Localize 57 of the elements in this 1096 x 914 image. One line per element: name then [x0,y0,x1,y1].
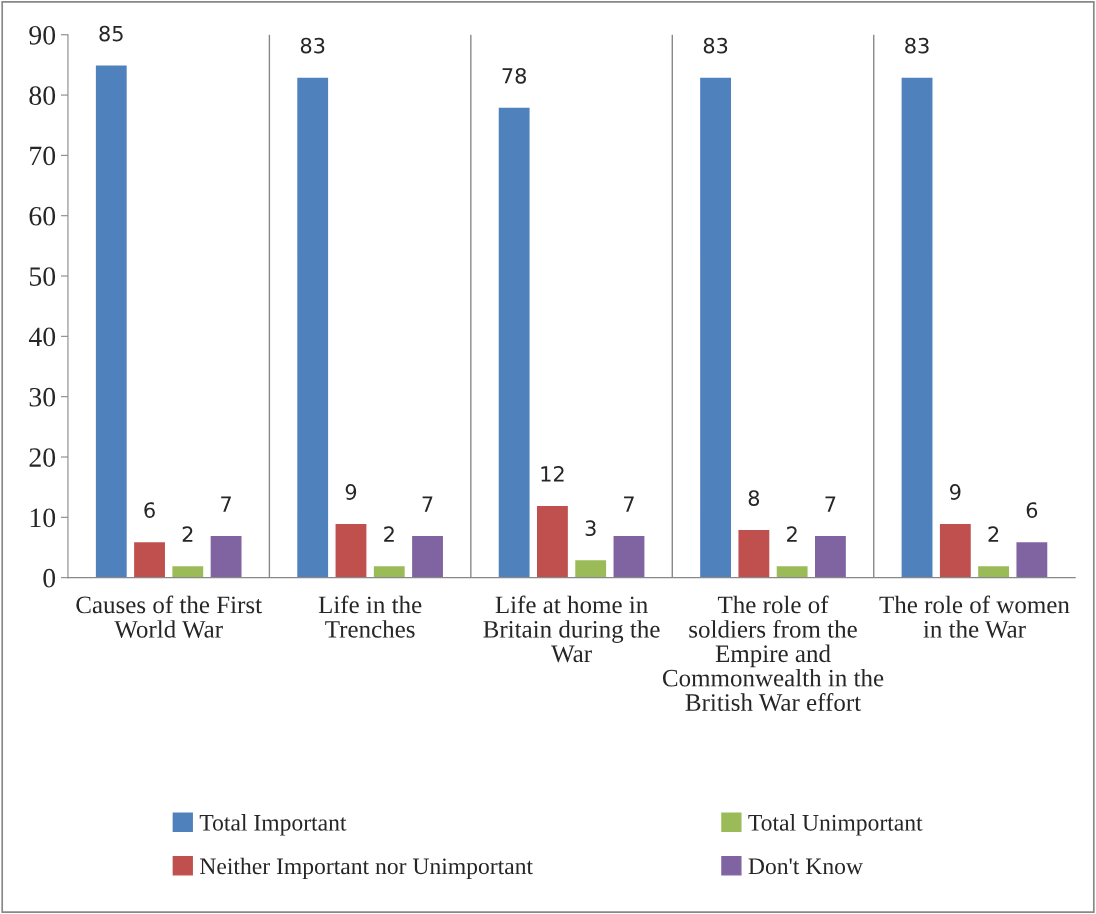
data-label: 6 [1026,502,1038,518]
bar [372,564,407,578]
bar [813,534,848,578]
bar [612,534,646,578]
bar [132,540,167,578]
bar [497,106,531,578]
data-label: 3 [585,520,596,537]
bar [1015,540,1049,578]
bar [976,564,1011,578]
y-tick-label: 10 [30,508,56,528]
data-label: 7 [221,496,231,512]
data-label: 2 [182,526,193,542]
legend-label: Neither Important nor Unimportant [199,857,533,880]
bar [535,504,570,578]
data-label: 2 [384,526,394,542]
bar [900,76,934,578]
legend-label: Total Unimportant [748,814,923,836]
x-tick-label: Life in the Trenches [318,595,422,638]
y-tick-label: 30 [29,387,56,407]
data-label: 83 [703,37,728,54]
data-label: 7 [422,496,433,512]
data-label: 83 [905,37,929,54]
x-tick-label: Causes of the First World War [76,595,262,638]
data-label: 9 [345,484,357,500]
y-tick-label: 20 [29,448,56,467]
bar [737,528,771,578]
legend-label: Don't Know [748,858,863,875]
y-tick-label: 0 [43,568,56,588]
data-label: 12 [541,466,564,482]
bar [171,564,205,578]
bar [573,558,608,578]
data-label: 8 [748,490,760,506]
data-label: 83 [300,37,325,54]
y-tick-label: 80 [29,86,56,105]
bar [334,522,368,578]
bar [94,64,129,578]
bar [295,76,330,578]
bar [209,534,243,578]
data-label: 6 [144,502,155,518]
data-label: 2 [787,526,797,542]
y-tick-label: 60 [29,206,56,226]
y-tick-label: 90 [29,25,56,45]
x-tick-label: Life at home in Britain during the War [483,595,660,663]
data-label: 7 [825,496,836,512]
y-tick-label: 50 [29,267,56,286]
bar [698,76,733,578]
data-label: 7 [624,496,634,512]
data-label: 78 [502,67,526,84]
bar [775,564,809,578]
bar [410,534,445,578]
bar [938,522,973,578]
data-label: 9 [950,484,961,500]
y-tick-label: 70 [30,146,56,166]
data-label: 85 [99,25,123,42]
legend-label: Total Important [199,814,347,836]
data-label: 2 [988,526,999,542]
y-tick-label: 40 [28,327,56,347]
